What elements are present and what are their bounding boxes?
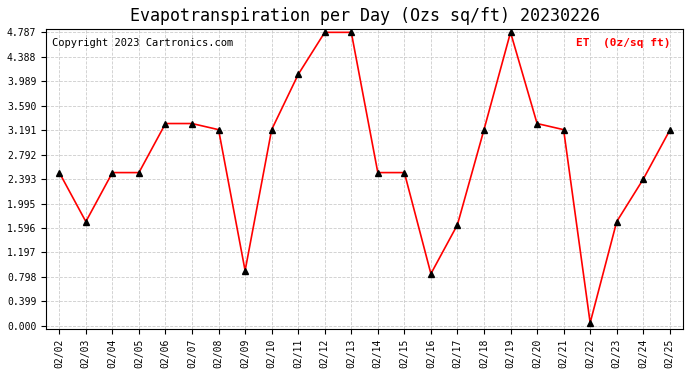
Title: Evapotranspiration per Day (Ozs sq/ft) 20230226: Evapotranspiration per Day (Ozs sq/ft) 2…: [130, 7, 600, 25]
Text: Copyright 2023 Cartronics.com: Copyright 2023 Cartronics.com: [52, 38, 234, 48]
Text: ET  (0z/sq ft): ET (0z/sq ft): [576, 38, 670, 48]
